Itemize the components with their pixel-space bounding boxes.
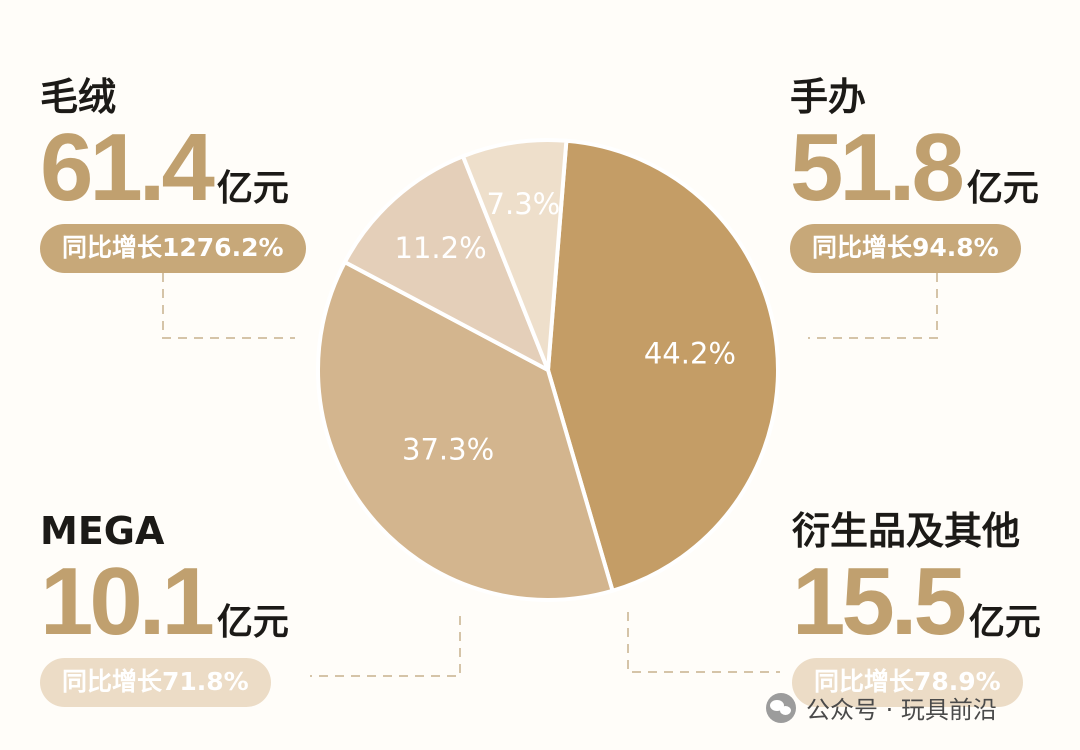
growth-badge-figures: 同比增长94.8%: [790, 224, 1021, 273]
pie-slice-derivatives: [342, 154, 550, 372]
amount-unit-mega: 亿元: [216, 602, 289, 643]
pie-slice-labels: 44.2% 37.3% 11.2%7.3%: [395, 187, 736, 466]
category-label-derivatives: 衍生品及其他: [792, 509, 1021, 553]
growth-badge-plush: 同比增长1276.2%: [40, 224, 306, 273]
pie-slice-figures: [315, 260, 615, 602]
watermark: 公众号 · 玩具前沿: [766, 690, 997, 725]
amount-row-mega: 10.1 亿元: [40, 554, 289, 650]
leader-lines: [162, 273, 938, 677]
amount-row-derivatives: 15.5 亿元: [792, 554, 1041, 650]
amount-row-plush: 61.4 亿元: [40, 120, 306, 216]
category-label-mega: MEGA: [40, 509, 165, 553]
pie-slice-mega: [460, 138, 569, 372]
leader-line-figures: [808, 273, 938, 339]
amount-unit-figures: 亿元: [966, 168, 1039, 209]
category-label-plush: 毛绒: [40, 75, 117, 119]
pie-label-derivatives: 11.2%: [395, 231, 487, 265]
leader-line-plush: [162, 273, 295, 339]
growth-badge-mega: 同比增长71.8%: [40, 658, 271, 707]
pie-label-plush: 44.2%: [644, 336, 736, 370]
pie-slice-plush: [546, 138, 780, 593]
amount-unit-derivatives: 亿元: [968, 602, 1041, 643]
category-block-figures: 手办 51.8 亿元 同比增长94.8%: [790, 78, 1039, 273]
leader-line-mega: [310, 616, 461, 677]
category-block-mega: MEGA 10.1 亿元 同比增长71.8%: [40, 512, 289, 707]
pie-label-figures: 37.3%: [402, 432, 494, 466]
leader-line-derivatives: [627, 612, 780, 673]
category-block-derivatives: 衍生品及其他 15.5 亿元 同比增长78.9%: [792, 512, 1041, 707]
amount-value-mega: 10.1: [40, 548, 215, 655]
pie-label-mega: 7.3%: [487, 187, 561, 221]
amount-value-plush: 61.4: [40, 114, 215, 221]
amount-value-derivatives: 15.5: [792, 548, 967, 655]
amount-row-figures: 51.8 亿元: [790, 120, 1039, 216]
category-block-plush: 毛绒 61.4 亿元 同比增长1276.2%: [40, 78, 306, 273]
amount-unit-plush: 亿元: [216, 168, 289, 209]
pie-slices: [315, 138, 780, 602]
amount-value-figures: 51.8: [790, 114, 965, 221]
category-label-figures: 手办: [790, 75, 867, 119]
growth-badge-derivatives: 同比增长78.9%: [792, 658, 1023, 707]
wechat-icon: [766, 692, 796, 723]
watermark-text: 公众号 · 玩具前沿: [806, 696, 997, 724]
